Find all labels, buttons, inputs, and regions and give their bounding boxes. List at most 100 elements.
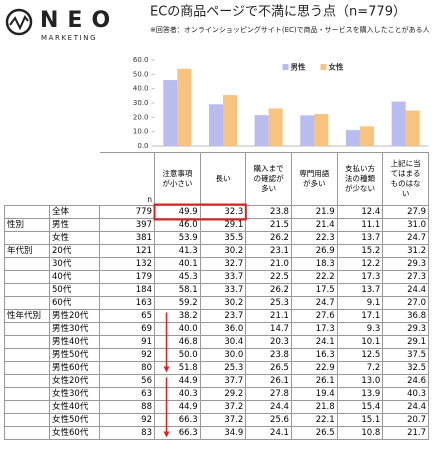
value-cell: 29.1	[382, 335, 429, 349]
value-cell: 23.8	[245, 205, 292, 219]
value-cell: 27.0	[382, 296, 429, 310]
value-cell: 40.0	[154, 322, 201, 336]
value-cell: 29.2	[199, 387, 247, 401]
bar	[163, 80, 178, 146]
y-tick-label: 50.0	[133, 70, 149, 78]
bar	[268, 108, 283, 146]
value-cell: 22.3	[290, 231, 338, 245]
n-cell: 65	[99, 309, 155, 323]
value-cell: 37.7	[199, 374, 247, 388]
value-cell: 19.4	[290, 387, 338, 401]
value-cell: 37.2	[199, 400, 247, 414]
bar	[177, 68, 192, 146]
header-row: n 注意事項 が小さい 長い 購入まで の確認が 多い 専門用語 が多い 支払い方 法の…	[4, 152, 429, 206]
value-cell: 23.7	[199, 309, 247, 323]
y-tick-label: 10.0	[133, 128, 149, 136]
value-cell: 15.4	[336, 400, 384, 414]
value-cell: 9.1	[336, 296, 384, 310]
row: 女性30代 63 40.3 29.2 27.8 19.4 13.9 40.3	[4, 387, 429, 401]
value-cell: 41.3	[154, 244, 201, 258]
value-cell: 26.2	[245, 231, 292, 245]
blank	[49, 152, 100, 206]
value-cell: 46.8	[154, 335, 201, 349]
n-header: n	[99, 152, 155, 206]
value-cell: 17.1	[336, 309, 384, 323]
value-cell: 27.3	[382, 270, 429, 284]
n-cell: 69	[99, 322, 155, 336]
group-cell	[4, 270, 50, 284]
column-header: 支払い方 法の種類 が少ない	[336, 152, 384, 206]
value-cell: 46.0	[154, 218, 201, 232]
bar	[254, 115, 269, 146]
value-cell: 34.9	[199, 426, 247, 440]
n-cell: 779	[99, 205, 155, 219]
group-cell	[4, 322, 50, 336]
value-cell: 20.7	[382, 413, 429, 427]
row-label: 40代	[49, 270, 100, 284]
bar	[359, 126, 374, 146]
y-tick-label: 40.0	[133, 85, 149, 93]
row: 男性60代 80 51.8 25.3 26.5 22.9 7.2 32.5	[4, 361, 429, 375]
column-header: 購入まで の確認が 多い	[245, 152, 292, 206]
value-cell: 26.9	[290, 244, 338, 258]
group-cell	[4, 400, 50, 414]
group-cell	[4, 231, 50, 245]
value-cell: 36.8	[382, 309, 429, 323]
legend-label: 男性	[291, 62, 306, 72]
chart: NEO MARKETING ECの商品ページで不満に思う点（n=779） ※回答…	[5, 5, 430, 150]
value-cell: 10.8	[336, 426, 384, 440]
value-cell: 58.1	[154, 283, 201, 297]
value-cell: 24.7	[290, 296, 338, 310]
n-cell: 179	[99, 270, 155, 284]
value-cell: 30.2	[199, 244, 247, 258]
value-cell: 11.1	[336, 218, 384, 232]
value-cell: 12.5	[336, 348, 384, 362]
note: ※回答者：オンラインショッピングサイト(EC)で商品・サービスを購入したことがあ…	[150, 25, 430, 34]
group-cell	[4, 348, 50, 362]
row-label: 男性40代	[49, 335, 100, 349]
value-cell: 24.7	[382, 231, 429, 245]
value-cell: 22.2	[290, 270, 338, 284]
value-cell: 27.9	[382, 205, 429, 219]
bar	[391, 101, 406, 146]
group-cell	[4, 205, 50, 219]
value-cell: 25.3	[245, 296, 292, 310]
y-tick-label: 30.0	[133, 99, 149, 107]
value-cell: 21.8	[290, 400, 338, 414]
value-cell: 24.1	[290, 335, 338, 349]
row-label: 女性20代	[49, 374, 100, 388]
logo-wave	[9, 15, 29, 31]
value-cell: 29.1	[199, 218, 247, 232]
value-cell: 12.4	[336, 205, 384, 219]
plot: 0.0 10.0 20.0 30.0 40.0 50.0 60.0 男性 女性	[133, 56, 429, 150]
value-cell: 31.0	[382, 218, 429, 232]
value-cell: 32.5	[382, 361, 429, 375]
value-cell: 24.4	[245, 400, 292, 414]
row: 女性 381 53.9 35.5 26.2 22.3 13.7 24.7	[4, 231, 429, 245]
value-cell: 36.0	[199, 322, 247, 336]
value-cell: 24.4	[382, 400, 429, 414]
group-cell: 性年代別	[4, 309, 50, 323]
value-cell: 51.8	[154, 361, 201, 375]
row-label: 男性30代	[49, 322, 100, 336]
row: 女性20代 56 44.9 37.7 26.1 26.1 13.0 24.6	[4, 374, 429, 388]
row: 性別 男性 397 46.0 29.1 21.5 21.4 11.1 31.0	[4, 218, 429, 232]
value-cell: 26.1	[290, 374, 338, 388]
value-cell: 33.7	[199, 283, 247, 297]
value-cell: 27.6	[290, 309, 338, 323]
value-cell: 21.0	[245, 257, 292, 271]
row: 男性40代 91 46.8 30.4 20.3 24.1 10.1 29.1	[4, 335, 429, 349]
group-cell	[4, 257, 50, 271]
group-cell	[4, 335, 50, 349]
value-cell: 40.3	[154, 387, 201, 401]
value-cell: 21.7	[382, 426, 429, 440]
value-cell: 26.5	[245, 361, 292, 375]
value-cell: 20.3	[245, 335, 292, 349]
n-cell: 397	[99, 218, 155, 232]
row: 女性50代 92 66.3 37.2 25.6 22.1 15.1 20.7	[4, 413, 429, 427]
row: 30代 132 40.1 32.7 21.0 18.3 12.2 29.3	[4, 257, 429, 271]
value-cell: 40.3	[382, 387, 429, 401]
y-tick-label: 20.0	[133, 113, 149, 121]
n-cell: 91	[99, 335, 155, 349]
